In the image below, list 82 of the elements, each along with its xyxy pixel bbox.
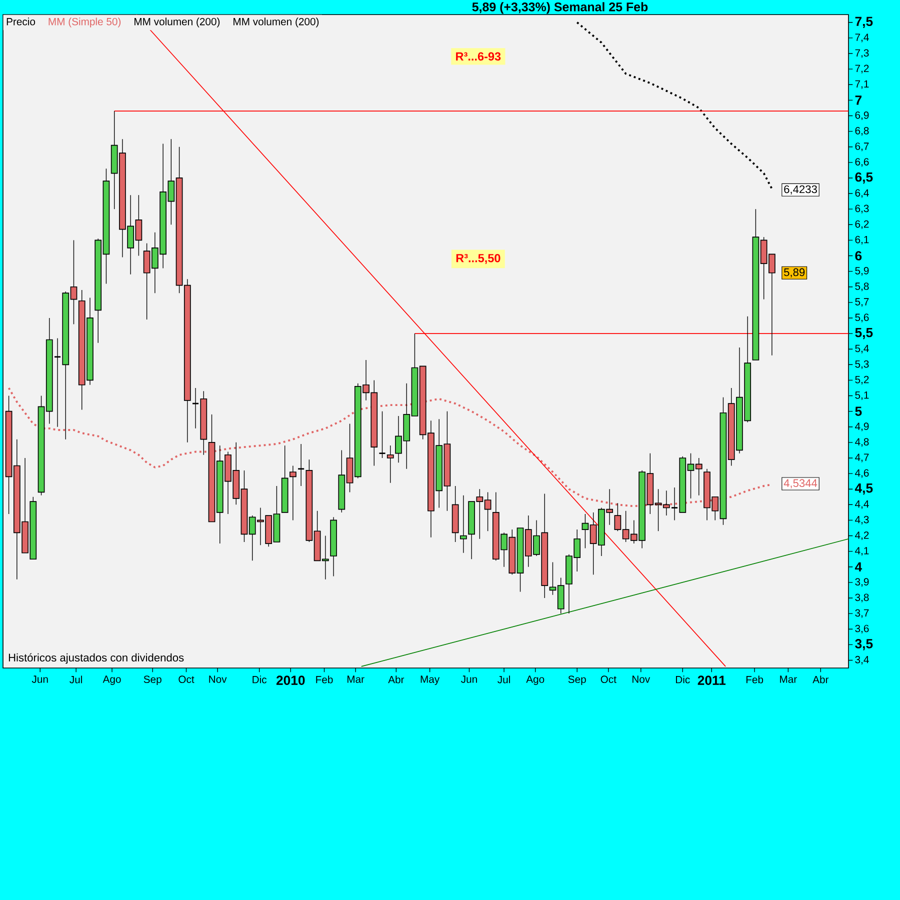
y-tick-label: 3,5 [855, 639, 873, 650]
x-tick-label: Mar [347, 676, 364, 683]
annotation: Históricos ajustados con dividendos [8, 653, 184, 664]
y-tick-label: 6,5 [855, 172, 873, 184]
y-tick-label: 4,1 [855, 547, 869, 556]
y-tick-label: 5,1 [855, 392, 869, 400]
annotation: MM volumen (200) [134, 18, 220, 28]
x-tick-label: Mar [780, 676, 797, 683]
x-tick-label: Oct [600, 676, 616, 684]
annotation: Precio [6, 18, 36, 26]
y-tick-label: 5,7 [855, 298, 869, 307]
candlestick [290, 465, 296, 521]
x-tick-label: Dic [252, 676, 267, 684]
y-tick-label: 4,9 [855, 422, 869, 432]
x-tick-label: Sep [568, 676, 586, 686]
x-tick-label: Jun [461, 676, 477, 683]
annotation: 5,89 [784, 268, 805, 278]
y-tick-label: 6,1 [855, 236, 869, 244]
x-tick-label: Jul [498, 676, 510, 684]
y-tick-label: 4,8 [855, 438, 869, 447]
x-tick-label: 2010 [276, 676, 305, 685]
x-tick-label: Feb [746, 676, 764, 684]
y-tick-label: 5 [855, 406, 862, 416]
y-tick-label: 4,4 [855, 500, 869, 509]
x-tick-label: Ago [526, 676, 544, 685]
x-tick-label: Dic [676, 676, 690, 684]
y-tick-label: 4,2 [855, 531, 869, 540]
y-tick-label: 6,4 [855, 189, 869, 198]
annotation: R³...5,50 [456, 254, 500, 264]
annotation: MM volumen (200) [234, 18, 319, 28]
y-tick-label: 7,1 [855, 80, 869, 89]
candlestick [297, 444, 305, 486]
x-tick-label: Nov [632, 676, 650, 683]
y-tick-label: 5,4 [855, 344, 869, 354]
y-tick-label: 5,2 [855, 376, 869, 384]
y-tick-label: 6,3 [855, 204, 869, 214]
annotation: 4,5344 [784, 479, 818, 488]
x-tick-label: Ago [102, 676, 121, 685]
x-tick-label: May [420, 676, 440, 685]
x-tick-label: Abr [812, 676, 829, 684]
annotation: R³...6-93 [456, 52, 501, 61]
x-tick-label: Sep [144, 676, 162, 686]
x-tick-label: Feb [316, 676, 333, 684]
x-tick-label: Abr [388, 676, 404, 684]
y-tick-label: 3,6 [855, 624, 869, 634]
candlestick [378, 410, 386, 458]
y-tick-label: 5,6 [855, 314, 869, 322]
y-tick-label: 3,7 [855, 609, 869, 618]
y-tick-label: 3,4 [855, 656, 869, 665]
candlestick [460, 494, 467, 554]
y-tick-label: 6,7 [855, 142, 869, 152]
x-tick-label: Jul [70, 676, 82, 684]
text: MM (Simple 50) [48, 18, 121, 28]
y-tick-label: 7,2 [855, 64, 869, 74]
x-tick-label: Jun [32, 676, 48, 683]
line-series [576, 21, 773, 190]
x-tick-label: Oct [178, 676, 194, 684]
x-tick-label: Nov [209, 676, 227, 683]
y-tick-label: 3,8 [855, 594, 869, 602]
y-tick-label: 6,8 [855, 127, 869, 136]
y-tick-label: 3,9 [855, 578, 869, 587]
y-tick-label: 4,5 [854, 484, 873, 495]
y-tick-label: 7,4 [855, 34, 869, 42]
candlestick [386, 445, 394, 484]
y-tick-label: 5,9 [855, 267, 869, 276]
y-tick-label: 7,5 [855, 16, 873, 28]
annotation: 6,4233 [784, 185, 817, 194]
y-tick-label: 7,3 [855, 49, 869, 58]
y-tick-label: 6,2 [855, 220, 869, 229]
y-tick-label: 4,7 [855, 454, 869, 462]
x-tick-label: 2011 [698, 676, 726, 685]
y-tick-label: 4,6 [855, 469, 869, 478]
y-tick-label: 5,3 [855, 360, 869, 369]
y-tick-label: 7 [855, 96, 862, 105]
y-tick-label: 6,9 [855, 111, 869, 120]
y-tick-label: 6 [855, 251, 862, 260]
y-tick-label: 5,8 [855, 282, 869, 292]
y-tick-label: 4,3 [855, 516, 869, 524]
y-tick-label: 6,6 [855, 158, 869, 167]
y-tick-label: 5,5 [855, 328, 873, 340]
y-tick-label: 4 [854, 562, 862, 572]
chart-title: 5,89 (+3,33%) Semanal 25 Feb [472, 2, 648, 14]
